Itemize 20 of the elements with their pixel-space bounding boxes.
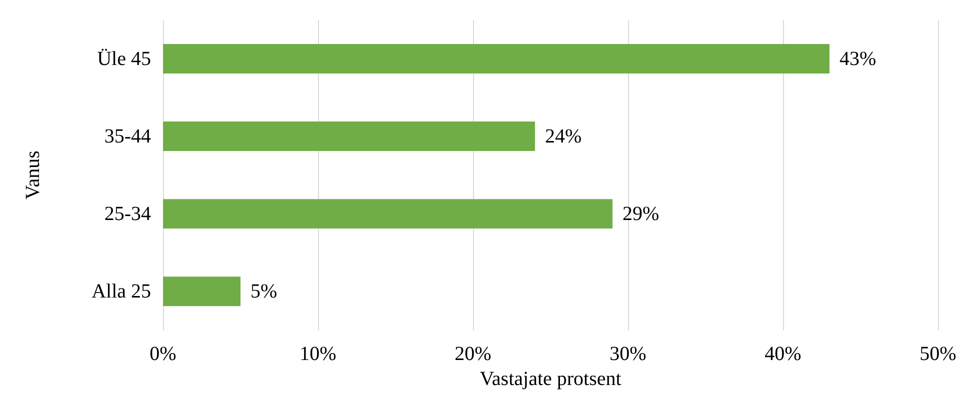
data-label: 5% xyxy=(250,280,278,302)
y-axis-title: Vanus xyxy=(22,150,44,200)
x-tick-label: 10% xyxy=(300,343,336,366)
data-label: 43% xyxy=(840,48,876,70)
data-label: 24% xyxy=(545,125,582,148)
x-tick-label: 30% xyxy=(610,343,646,366)
x-tick-label: 40% xyxy=(764,343,802,366)
y-tick-label: Üle 45 xyxy=(97,48,151,70)
data-label: 29% xyxy=(622,202,660,225)
x-tick-label: 50% xyxy=(920,343,956,366)
x-tick-label: 20% xyxy=(454,343,492,366)
bar xyxy=(163,122,535,152)
bar xyxy=(163,44,830,74)
y-tick-label: 25-34 xyxy=(104,202,151,225)
y-tick-label: Alla 25 xyxy=(92,280,151,302)
x-tick-label: 0% xyxy=(150,343,176,366)
y-tick-label: 35-44 xyxy=(104,125,151,148)
x-axis-title: Vastajate protsent xyxy=(480,368,622,390)
bar xyxy=(163,276,240,306)
bar xyxy=(163,199,612,229)
